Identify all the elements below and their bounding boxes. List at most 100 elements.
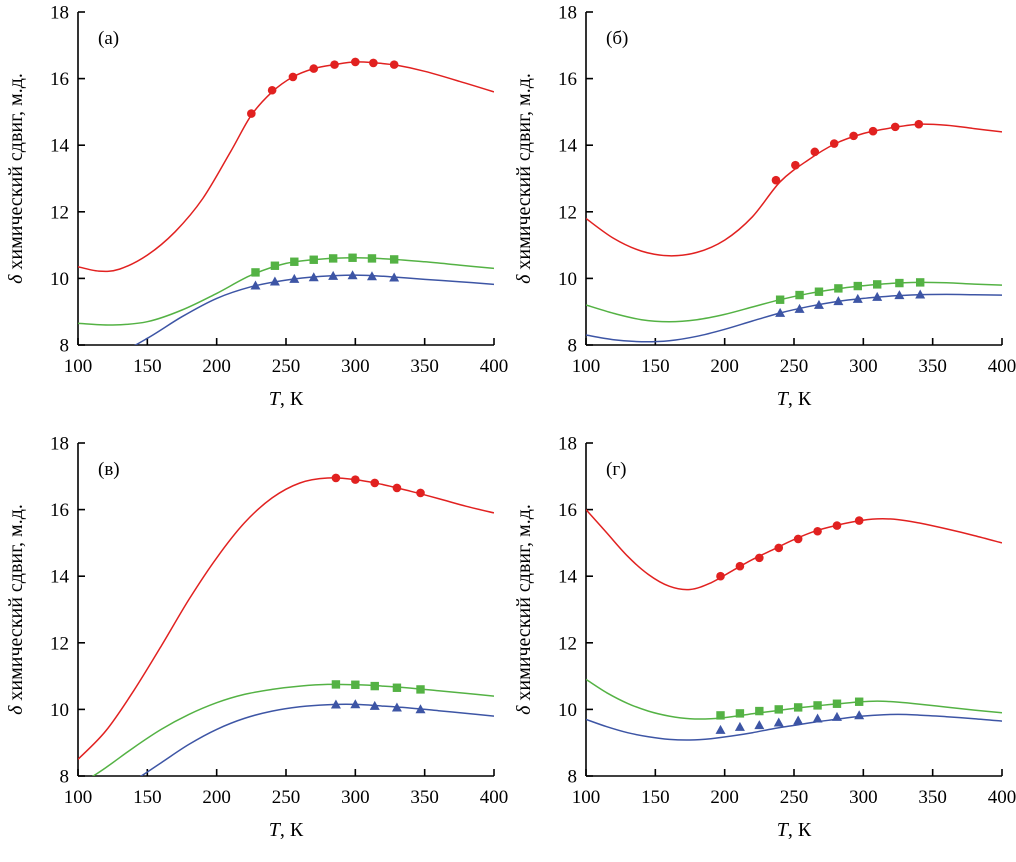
- square-marker: [853, 281, 862, 291]
- panel-label: (а): [98, 28, 119, 49]
- axes: [585, 442, 1003, 777]
- circle-marker: [774, 543, 784, 553]
- triangle-marker: [894, 290, 905, 300]
- y-axis-title: δ химический сдвиг, м.д.: [513, 504, 535, 715]
- y-tick-label: 14: [50, 567, 70, 588]
- square-marker: [755, 706, 764, 716]
- x-tick-label: 350: [410, 356, 439, 377]
- triangle-marker: [308, 272, 319, 282]
- x-tick-label: 400: [988, 787, 1016, 808]
- triangle-marker: [833, 296, 844, 306]
- y-tick-label: 10: [558, 700, 577, 721]
- y-tick-label: 18: [50, 3, 69, 24]
- x-axis-title: T, К: [269, 819, 304, 841]
- y-tick-label: 14: [50, 136, 70, 157]
- series-red-circles: [586, 119, 1002, 257]
- series-line: [586, 713, 1002, 741]
- series-line: [78, 61, 494, 273]
- square-marker: [416, 685, 425, 694]
- triangle-marker: [366, 271, 377, 281]
- x-tick-label: 350: [918, 356, 947, 377]
- circle-marker: [793, 534, 803, 544]
- x-axis-title: T, К: [269, 388, 304, 410]
- square-marker: [270, 261, 280, 270]
- square-marker: [774, 705, 783, 714]
- chart-svg-b: 8 10 12 14 16 18 100 150 200 250 300 350 400 T, К δ хи…: [513, 3, 1016, 411]
- triangle-marker: [328, 270, 339, 280]
- circle-marker: [849, 131, 858, 141]
- circle-marker: [735, 561, 745, 571]
- series-blue-triangles: [134, 270, 494, 345]
- circle-marker: [330, 60, 339, 69]
- series-line: [586, 123, 1002, 257]
- circle-marker: [829, 139, 839, 148]
- axes: [77, 442, 495, 777]
- triangle-marker: [250, 280, 261, 290]
- x-tick-label: 300: [849, 356, 878, 377]
- y-tick-label: 8: [568, 767, 578, 788]
- y-tick-label: 10: [50, 700, 69, 721]
- square-marker: [290, 257, 299, 266]
- triangle-marker: [854, 710, 865, 720]
- square-marker: [367, 254, 377, 263]
- axes: [585, 11, 1003, 346]
- series-line: [134, 274, 494, 345]
- y-tick-label: 12: [558, 633, 577, 654]
- series-red-circles: [78, 473, 494, 760]
- circle-marker: [369, 58, 378, 68]
- square-marker: [392, 683, 402, 692]
- square-marker: [716, 711, 725, 720]
- square-marker: [814, 287, 824, 296]
- y-tick-label: 12: [50, 633, 69, 654]
- triangle-marker: [715, 724, 726, 734]
- square-marker: [795, 290, 804, 300]
- chart-panel-b: 8 10 12 14 16 18 100 150 200 250 300 350 400 T, К δ хи…: [508, 0, 1016, 431]
- square-marker: [873, 280, 882, 289]
- series-line: [78, 477, 494, 760]
- x-tick-label: 300: [341, 787, 370, 808]
- y-tick-label: 16: [558, 500, 577, 521]
- circle-marker: [389, 60, 399, 69]
- x-tick-label: 400: [480, 787, 508, 808]
- x-tick-label: 150: [641, 787, 670, 808]
- series-line: [586, 293, 1002, 343]
- circle-marker: [810, 147, 820, 157]
- circle-marker: [791, 160, 800, 170]
- y-tick-label: 16: [50, 69, 69, 90]
- triangle-marker: [350, 699, 361, 709]
- x-tick-label: 350: [410, 787, 439, 808]
- chart-panel-a: 8 10 12 14 16 18 100 150 200 250 300 350 400 T, К δ хи…: [0, 0, 508, 431]
- series-line: [586, 678, 1002, 720]
- x-tick-label: 350: [918, 787, 947, 808]
- panel-label: (б): [606, 28, 628, 49]
- chart-svg-a: 8 10 12 14 16 18 100 150 200 250 300 350 400 T, К δ хи…: [5, 3, 508, 411]
- square-marker: [915, 278, 925, 287]
- square-marker: [834, 284, 843, 293]
- chart-panel-v: 8 10 12 14 16 18 100 150 200 250 300 350 400 T, К δ хи…: [0, 431, 508, 862]
- x-tick-label: 200: [710, 356, 739, 377]
- circle-marker: [813, 526, 822, 536]
- circle-marker: [914, 119, 924, 129]
- x-tick-label: 400: [988, 356, 1016, 377]
- x-tick-label: 100: [64, 356, 93, 377]
- y-axis-title: δ химический сдвиг, м.д.: [5, 73, 27, 284]
- triangle-marker: [812, 713, 823, 723]
- triangle-marker: [415, 704, 426, 714]
- circle-marker: [288, 72, 298, 82]
- series-green-squares: [586, 278, 1002, 323]
- chart-svg-g: 8 10 12 14 16 18 100 150 200 250 300 350 400 T, К δ хи…: [513, 434, 1016, 842]
- series-line: [139, 703, 494, 776]
- x-tick-label: 150: [133, 356, 162, 377]
- series-red-circles: [78, 57, 494, 273]
- series-blue-triangles: [586, 289, 1002, 343]
- x-tick-label: 250: [272, 787, 301, 808]
- square-marker: [793, 703, 803, 712]
- circle-marker: [351, 57, 360, 67]
- series-green-squares: [91, 680, 494, 776]
- x-tick-label: 250: [780, 787, 809, 808]
- y-tick-label: 16: [50, 500, 69, 521]
- triangle-marker: [734, 721, 745, 731]
- triangle-marker: [389, 272, 400, 282]
- triangle-marker: [852, 293, 863, 303]
- y-axis-title: δ химический сдвиг, м.д.: [513, 73, 535, 284]
